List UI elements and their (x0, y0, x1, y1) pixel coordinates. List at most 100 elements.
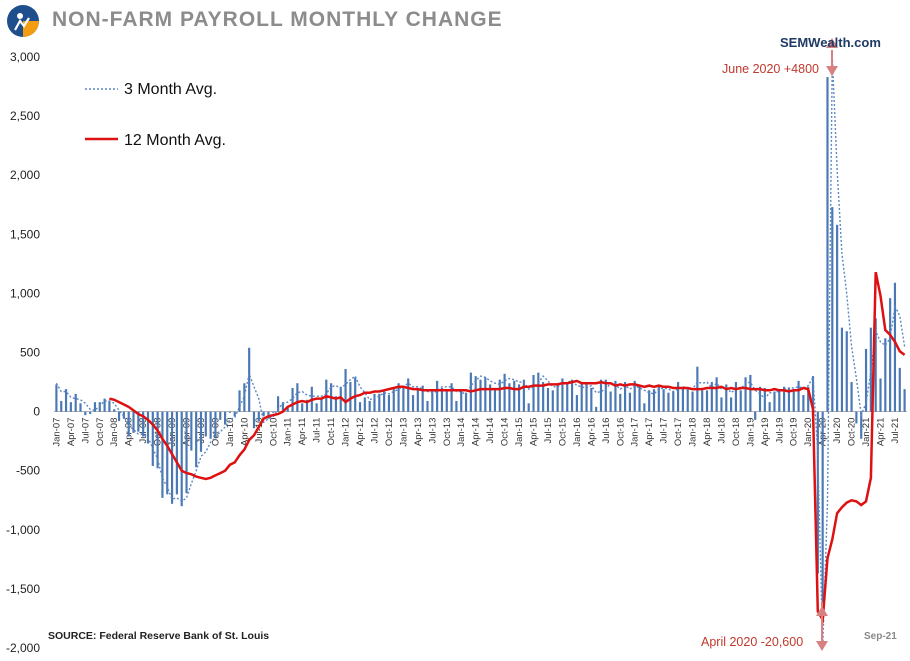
bar (522, 379, 525, 412)
bar (508, 383, 511, 412)
bar (378, 393, 381, 412)
bar (113, 409, 116, 412)
bar (792, 390, 795, 412)
bar (831, 207, 834, 412)
x-tick-label: Apr-16 (586, 418, 597, 447)
x-tick-label: Jul-18 (716, 418, 727, 444)
x-tick-label: Jan-15 (514, 418, 525, 447)
bar (373, 393, 376, 412)
x-tick-label: Jul-15 (543, 418, 554, 444)
x-tick-label: Jan-10 (225, 418, 236, 447)
bar (455, 400, 458, 412)
bar (860, 411, 863, 439)
x-tick-label: Oct-14 (500, 418, 511, 447)
bar (797, 380, 800, 412)
y-tick-label: -1,500 (6, 582, 40, 596)
legend-3-month-label: 3 Month Avg. (124, 81, 217, 98)
bar (402, 387, 405, 412)
bar (180, 411, 183, 507)
bar (686, 389, 689, 412)
bar (175, 411, 178, 495)
bar (387, 395, 391, 412)
bar (903, 389, 906, 412)
bar (69, 402, 72, 412)
x-tick-label: Apr-17 (644, 418, 655, 447)
bar (744, 377, 747, 412)
bar (783, 386, 786, 412)
bar (243, 383, 246, 412)
bar (532, 374, 535, 412)
bar (763, 387, 766, 412)
bar (705, 390, 709, 412)
bar (643, 403, 646, 412)
bar (392, 389, 395, 412)
bar (426, 400, 429, 412)
x-tick-label: Apr-21 (875, 418, 886, 447)
bar (652, 389, 656, 412)
x-tick-label: Apr-14 (471, 418, 482, 447)
bar (190, 411, 193, 451)
bar (170, 411, 174, 504)
bar (749, 374, 752, 412)
x-tick-label: Oct-20 (847, 418, 858, 447)
x-tick-label: Jul-10 (254, 418, 265, 444)
x-tick-label: Apr-18 (702, 418, 713, 447)
x-tick-label: Jul-14 (485, 418, 496, 444)
bar (440, 387, 444, 412)
x-tick-label: Oct-07 (95, 418, 106, 447)
y-tick-label: -500 (16, 464, 40, 478)
bar (773, 391, 776, 412)
bar (484, 377, 487, 412)
x-tick-label: Oct-13 (442, 418, 453, 447)
bar (219, 411, 222, 420)
bar (339, 386, 342, 412)
bar (826, 77, 829, 412)
bar (460, 390, 463, 412)
x-tick-label: Jan-12 (341, 418, 352, 447)
bar (840, 327, 844, 412)
bar (628, 392, 631, 412)
bar-series (55, 77, 906, 618)
bar (407, 378, 410, 412)
bar (320, 398, 323, 412)
y-tick-label: 1,500 (10, 227, 40, 241)
y-tick-label: 3,000 (10, 50, 40, 64)
bar (146, 411, 150, 444)
low-arrow-icon (816, 602, 828, 651)
bar (489, 384, 492, 412)
x-tick-label: Oct-10 (268, 418, 279, 447)
semwealth-logo-icon (7, 5, 39, 37)
y-tick-label: -1,000 (6, 523, 40, 537)
bar (464, 392, 468, 412)
bar (879, 378, 882, 412)
bar (850, 382, 853, 412)
bar (493, 387, 497, 412)
x-tick-label: Apr-19 (760, 418, 771, 447)
bar (754, 411, 757, 420)
bar (291, 387, 294, 412)
x-tick-label: Jan-08 (109, 418, 120, 447)
bar (117, 411, 121, 422)
bar (677, 382, 680, 412)
x-tick-label: Jul-13 (427, 418, 438, 444)
bar (209, 411, 212, 439)
bar (590, 387, 593, 412)
bar (74, 393, 77, 412)
x-tick-label: Jul-12 (369, 418, 380, 444)
bar (604, 379, 607, 412)
bar (787, 387, 791, 412)
bar (701, 390, 704, 412)
annotation-low: April 2020 -20,600 (701, 635, 803, 649)
bar (758, 386, 762, 412)
x-tick-label: Jul-20 (832, 418, 843, 444)
x-tick-label: Oct-12 (384, 418, 395, 447)
x-tick-label: Apr-10 (239, 418, 250, 447)
bar (305, 399, 309, 412)
bar (556, 383, 559, 412)
x-tick-label: Jan-19 (745, 418, 756, 447)
x-tick-label: Jan-20 (803, 418, 814, 447)
bar (228, 411, 231, 413)
bar (334, 396, 338, 412)
x-tick-label: Apr-11 (297, 418, 308, 446)
